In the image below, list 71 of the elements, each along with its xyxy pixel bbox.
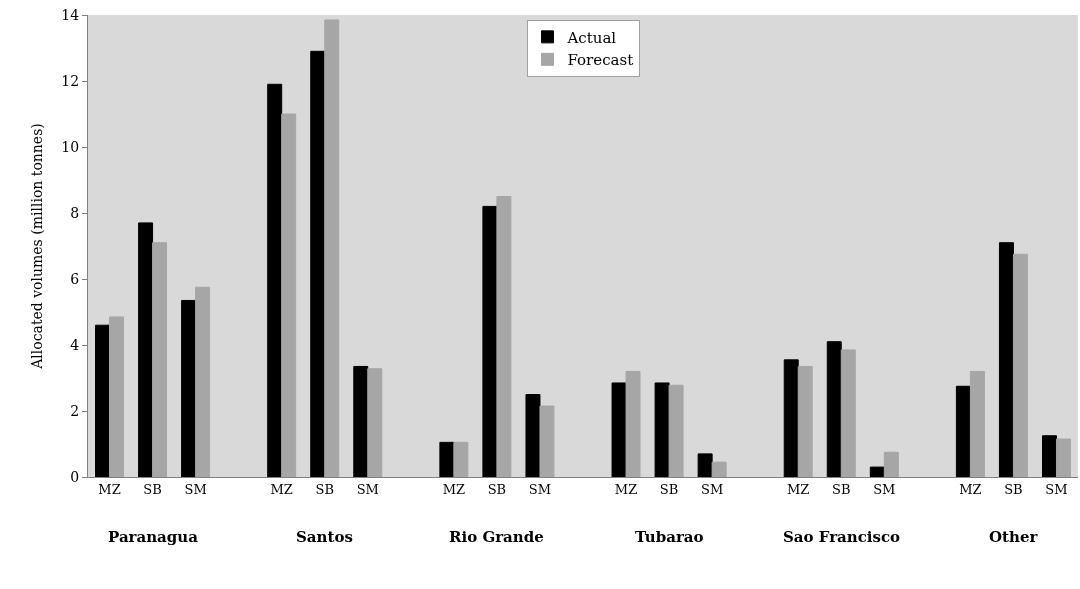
bar bbox=[525, 394, 541, 477]
y-tick-label: 0 bbox=[70, 468, 80, 485]
bar bbox=[826, 341, 842, 477]
bar bbox=[883, 451, 899, 477]
x-tick-label: SM bbox=[356, 481, 379, 497]
x-tick-label: SB bbox=[143, 481, 162, 497]
x-tick-label: SB bbox=[1004, 481, 1023, 497]
bar bbox=[998, 242, 1014, 477]
text: Paranagua bbox=[108, 528, 199, 546]
bar bbox=[840, 349, 856, 477]
bar bbox=[654, 382, 670, 477]
x-tick-label: SB bbox=[659, 481, 679, 497]
bar bbox=[152, 242, 168, 477]
x-tick-label: MZ bbox=[270, 481, 293, 497]
x-tick-label: MZ bbox=[614, 481, 638, 497]
legend-label: Forecast bbox=[567, 51, 634, 70]
bar bbox=[353, 365, 369, 477]
bar bbox=[482, 205, 498, 477]
bar bbox=[869, 466, 885, 477]
x-tick-label: SM bbox=[184, 481, 207, 497]
text: Other bbox=[989, 528, 1039, 546]
x-tick-label: MZ bbox=[442, 481, 466, 497]
bar bbox=[496, 196, 512, 477]
y-tick-label: 6 bbox=[70, 270, 80, 287]
y-axis-title: Allocated volumes (million tonnes) bbox=[28, 123, 45, 370]
bar bbox=[625, 370, 641, 477]
x-tick-label: SM bbox=[1045, 481, 1068, 497]
bar bbox=[611, 382, 627, 477]
bar bbox=[697, 453, 713, 477]
bar bbox=[1055, 438, 1071, 477]
x-tick-label: SB bbox=[832, 481, 851, 497]
bar bbox=[539, 405, 555, 477]
bar bbox=[95, 324, 111, 477]
x-tick-label: SM bbox=[701, 481, 724, 497]
text: Rio Grande bbox=[449, 528, 544, 546]
y-tick-label: 14 bbox=[61, 6, 80, 23]
x-tick-label: SB bbox=[315, 481, 334, 497]
bar bbox=[783, 359, 799, 477]
bar bbox=[711, 461, 727, 477]
y-tick-label: 4 bbox=[70, 336, 80, 353]
bar bbox=[453, 441, 469, 477]
bar bbox=[1041, 435, 1057, 477]
x-tick-label: MZ bbox=[98, 481, 121, 497]
y-tick-label: 2 bbox=[70, 402, 80, 419]
bar bbox=[668, 384, 684, 477]
bar bbox=[109, 316, 125, 477]
x-tick-label: SM bbox=[873, 481, 896, 497]
bar bbox=[195, 286, 211, 477]
text: Santos bbox=[296, 528, 353, 546]
text: Tubarao bbox=[635, 528, 704, 546]
x-tick-label: SB bbox=[487, 481, 507, 497]
bar bbox=[181, 299, 197, 477]
bar bbox=[138, 222, 154, 477]
x-tick-label: MZ bbox=[787, 481, 810, 497]
bar bbox=[267, 83, 283, 477]
bar bbox=[439, 441, 455, 477]
bar bbox=[1012, 253, 1028, 477]
bar bbox=[969, 370, 985, 477]
bar bbox=[324, 19, 340, 477]
y-tick-label: 8 bbox=[70, 204, 80, 221]
bar bbox=[281, 113, 297, 477]
bar bbox=[797, 365, 813, 477]
y-tick-label: 10 bbox=[61, 138, 80, 155]
legend-label: Actual bbox=[566, 28, 617, 47]
bar bbox=[367, 368, 383, 477]
x-tick-label: SM bbox=[528, 481, 552, 497]
x-tick-label: MZ bbox=[959, 481, 982, 497]
bar bbox=[310, 50, 326, 477]
bar bbox=[955, 385, 971, 477]
text: Sao Francisco bbox=[783, 528, 901, 546]
y-tick-label: 12 bbox=[61, 72, 80, 89]
